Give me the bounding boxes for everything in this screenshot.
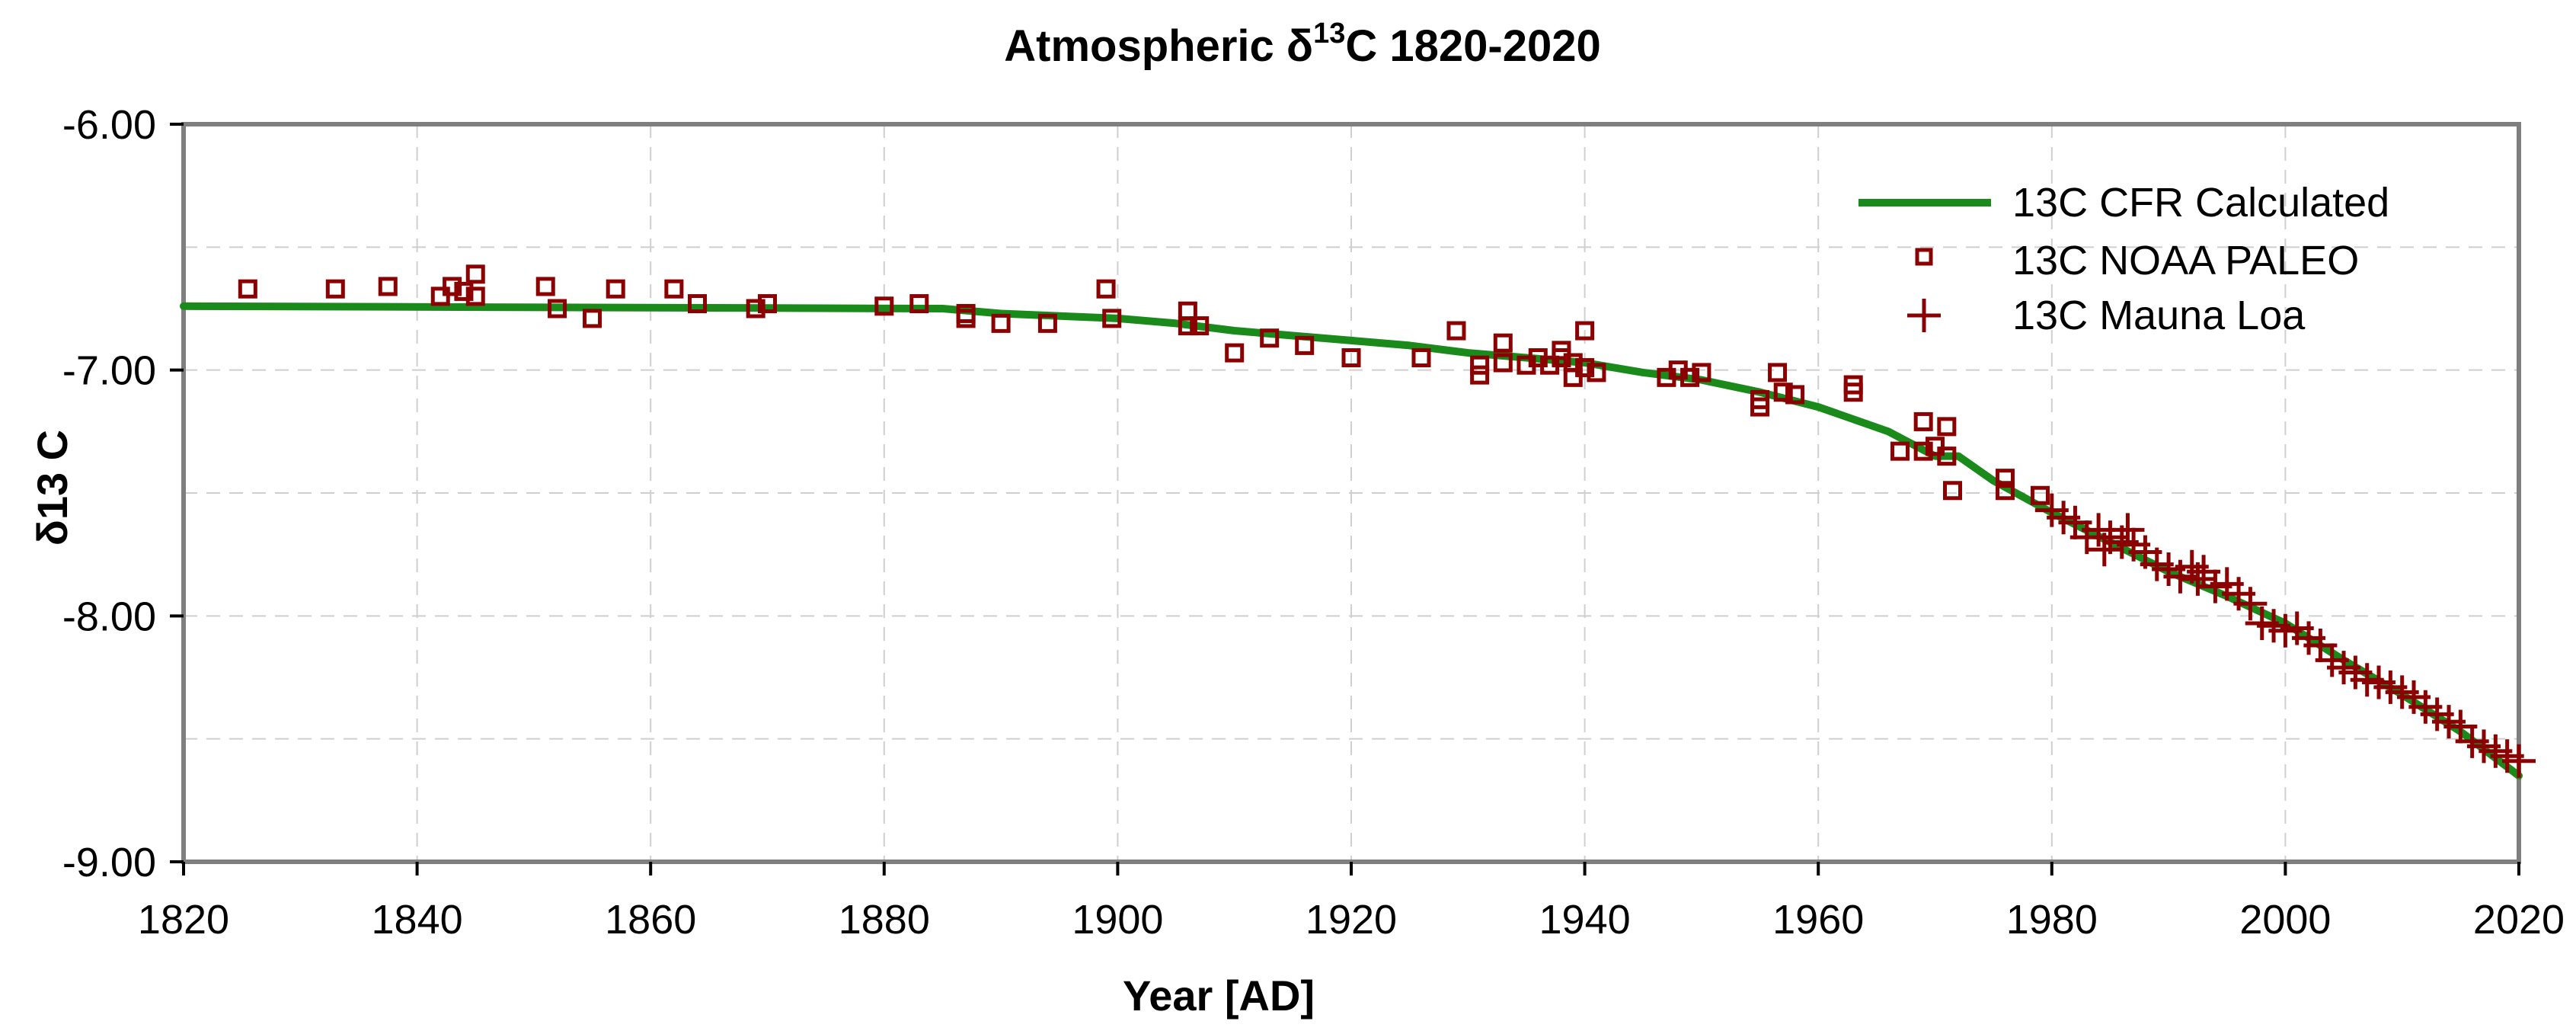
x-tick-label: 1860 bbox=[605, 897, 696, 943]
data-point-noaa bbox=[1913, 411, 1933, 431]
data-point-noaa bbox=[1341, 348, 1361, 368]
data-point-noaa bbox=[1446, 321, 1466, 341]
data-point-noaa bbox=[1470, 365, 1490, 385]
data-point-noaa bbox=[1937, 417, 1957, 437]
data-point-noaa bbox=[1995, 469, 2015, 488]
data-point-noaa bbox=[688, 294, 708, 314]
data-point-noaa bbox=[1942, 481, 1962, 501]
data-point-noaa bbox=[746, 299, 765, 319]
y-tick-label: -8.00 bbox=[62, 594, 156, 639]
y-tick-label: -9.00 bbox=[62, 840, 156, 885]
data-point-noaa bbox=[535, 277, 555, 296]
data-point-noaa bbox=[2030, 485, 2050, 505]
data-point-noaa bbox=[465, 264, 485, 284]
x-tick-label: 1940 bbox=[1539, 897, 1631, 943]
data-point-noaa bbox=[956, 309, 976, 328]
data-point-noaa bbox=[1750, 397, 1770, 417]
data-point-noaa bbox=[1411, 348, 1431, 368]
data-point-noaa bbox=[606, 279, 625, 299]
data-point-noaa bbox=[430, 287, 450, 306]
data-point-noaa bbox=[1680, 367, 1700, 387]
data-point-noaa bbox=[1096, 279, 1116, 299]
data-point-noaa bbox=[443, 277, 462, 296]
data-point-mauna-loa bbox=[2502, 744, 2536, 778]
x-tick-label: 1900 bbox=[1072, 897, 1163, 943]
data-point-noaa bbox=[1773, 383, 1793, 402]
data-point-noaa bbox=[1493, 333, 1513, 353]
data-point-noaa bbox=[548, 299, 567, 319]
data-point-noaa bbox=[1995, 481, 2015, 501]
data-point-noaa bbox=[1890, 441, 1910, 461]
data-point-noaa bbox=[1178, 316, 1197, 336]
x-tick-label: 2000 bbox=[2239, 897, 2331, 943]
x-axis: 1820 1840 1860 1880 1900 1920 1940 1960 1980 2000… bbox=[138, 862, 2565, 943]
data-point-noaa bbox=[1552, 348, 1571, 368]
y-tick-label: -6.00 bbox=[62, 102, 156, 148]
data-point-noaa bbox=[1102, 309, 1122, 328]
chart-title-prefix: Atmospheric δ bbox=[1004, 21, 1313, 71]
grid bbox=[184, 124, 2519, 862]
x-axis-label: Year [AD] bbox=[1123, 972, 1315, 1020]
data-point-noaa bbox=[758, 294, 777, 314]
legend-label-mauna: 13C Mauna Loa bbox=[2012, 293, 2306, 338]
data-point-noaa bbox=[1575, 357, 1595, 377]
data-point-noaa bbox=[1926, 437, 1945, 456]
series-mauna-loa bbox=[2034, 493, 2536, 778]
x-tick-label: 1820 bbox=[138, 897, 229, 943]
data-point-mauna-loa bbox=[2181, 562, 2215, 596]
data-point-mauna-loa bbox=[2233, 587, 2268, 621]
data-point-noaa bbox=[664, 279, 684, 299]
data-point-noaa bbox=[1190, 316, 1210, 336]
x-tick-label: 1840 bbox=[372, 897, 463, 943]
x-tick-label: 1880 bbox=[839, 897, 930, 943]
data-point-noaa bbox=[583, 309, 602, 328]
data-point-noaa bbox=[1470, 355, 1490, 375]
data-point-noaa bbox=[991, 313, 1011, 333]
legend-label-noaa: 13C NOAA PALEO bbox=[2012, 238, 2359, 283]
data-point-noaa bbox=[1493, 353, 1513, 373]
x-tick-label: 1960 bbox=[1772, 897, 1864, 943]
data-point-noaa bbox=[1692, 363, 1711, 383]
data-point-noaa bbox=[1785, 385, 1805, 405]
data-point-noaa bbox=[1260, 328, 1280, 348]
legend-plus-swatch bbox=[1907, 299, 1941, 332]
data-point-noaa bbox=[1575, 321, 1595, 341]
data-point-noaa bbox=[454, 281, 474, 301]
y-tick-label: -7.00 bbox=[62, 348, 156, 394]
data-point-noaa bbox=[465, 287, 485, 306]
data-point-noaa bbox=[238, 279, 257, 299]
data-point-noaa bbox=[874, 296, 894, 316]
data-point-noaa bbox=[1587, 363, 1606, 383]
x-tick-label: 1920 bbox=[1306, 897, 1397, 943]
chart-title: Atmospheric δ13C 1820-2020 bbox=[1004, 18, 1600, 71]
data-point-noaa bbox=[378, 277, 398, 296]
legend: 13C CFR Calculated 13C NOAA PALEO 13C Ma… bbox=[1858, 180, 2389, 338]
data-point-noaa bbox=[1768, 363, 1788, 383]
data-point-noaa bbox=[909, 294, 929, 314]
data-point-mauna-loa bbox=[2111, 513, 2145, 547]
x-tick-label: 2020 bbox=[2473, 897, 2565, 943]
y-axis-label: δ13 C bbox=[28, 430, 76, 546]
data-point-noaa bbox=[1295, 335, 1315, 355]
legend-label-cfr: 13C CFR Calculated bbox=[2012, 180, 2389, 226]
chart-title-suffix: C 1820-2020 bbox=[1345, 21, 1600, 71]
data-point-noaa bbox=[1037, 313, 1057, 333]
data-point-noaa bbox=[325, 279, 345, 299]
data-point-noaa bbox=[1843, 383, 1863, 402]
data-point-noaa bbox=[1913, 441, 1933, 461]
legend-square-swatch bbox=[1915, 248, 1933, 266]
data-point-noaa bbox=[1937, 447, 1957, 466]
series-noaa-paleo bbox=[238, 264, 2050, 505]
chart-title-superscript: 13 bbox=[1313, 18, 1345, 50]
x-tick-label: 1980 bbox=[2006, 897, 2098, 943]
data-point-noaa bbox=[1563, 367, 1583, 387]
y-axis: -6.00 -7.00 -8.00 -9.00 bbox=[62, 102, 184, 885]
data-point-noaa bbox=[1225, 343, 1245, 363]
